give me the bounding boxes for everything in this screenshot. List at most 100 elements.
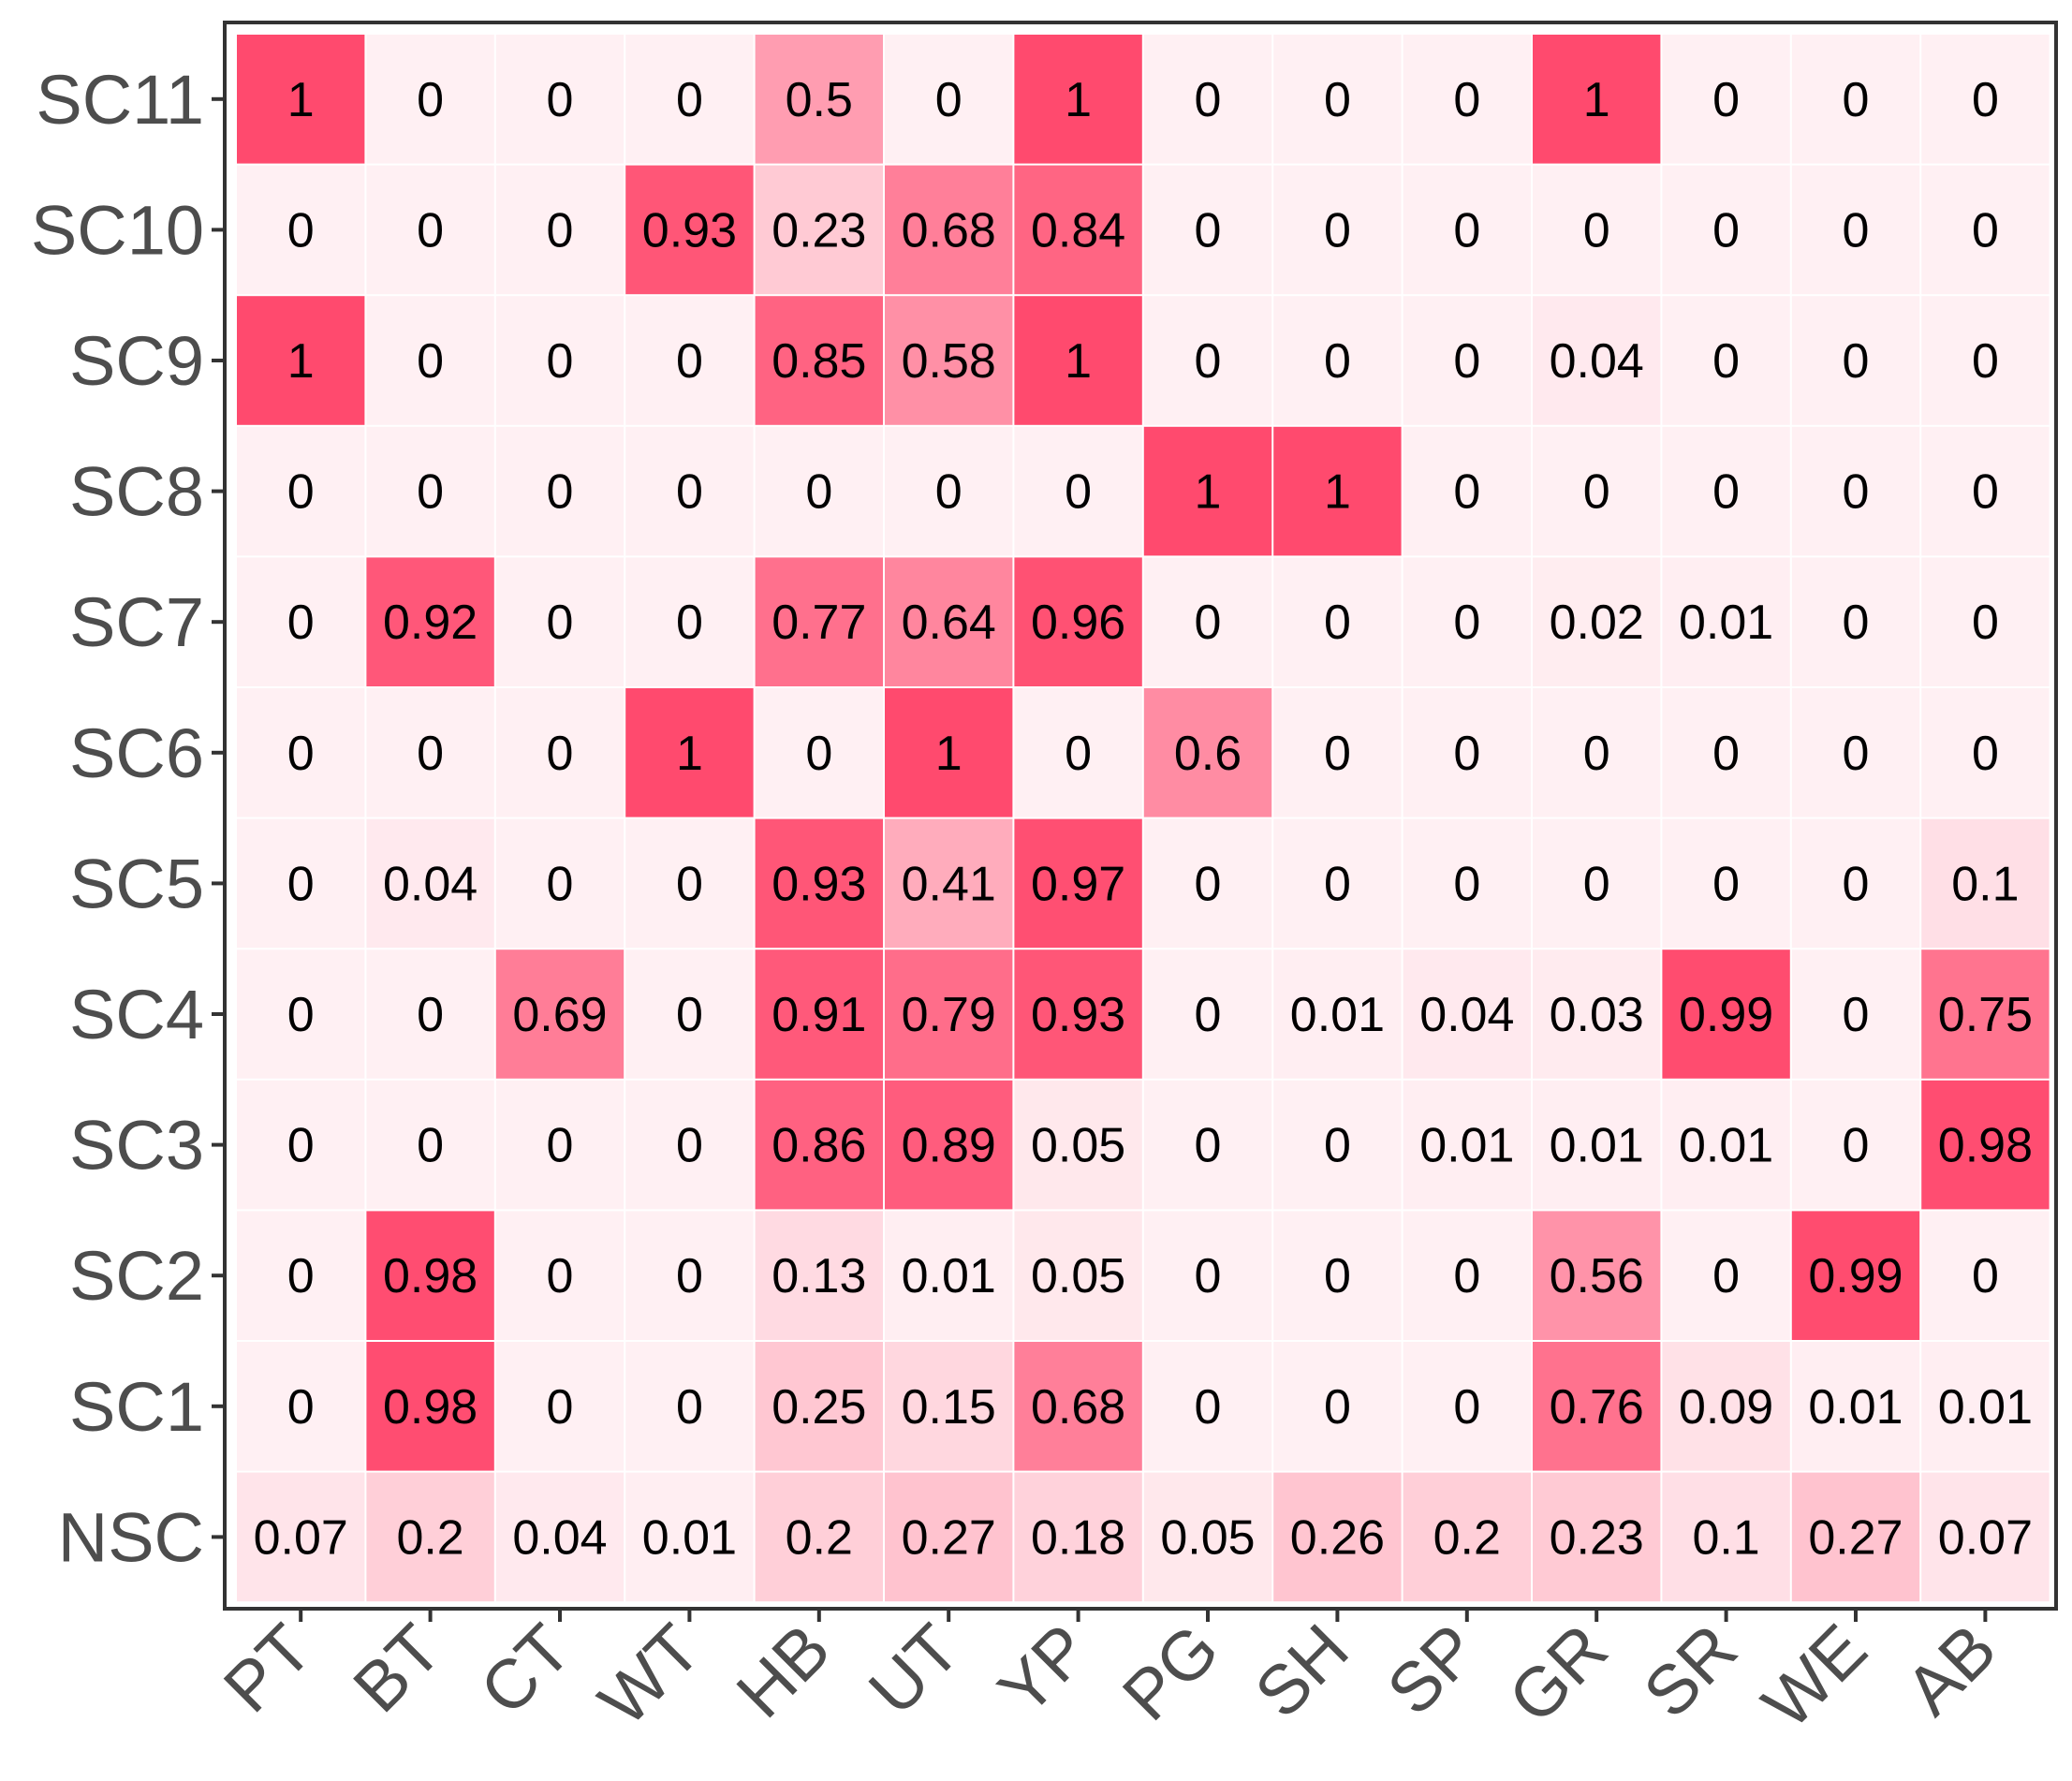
heatmap-cell (237, 688, 365, 817)
heatmap-cell (495, 1211, 625, 1340)
heatmap-cell (885, 949, 1013, 1079)
cell-value-label: 0 (1972, 203, 1999, 258)
heatmap-cell (885, 426, 1013, 556)
heatmap-cell (1791, 949, 1920, 1079)
heatmap-cell (1921, 165, 2050, 295)
heatmap-cell (1014, 165, 1142, 295)
cell-value-label: 0 (676, 988, 703, 1042)
cell-value-label: 0 (547, 1380, 574, 1435)
cell-value-label: 0 (1324, 1119, 1351, 1173)
heatmap-cell (755, 1080, 883, 1210)
heatmap-cell (1533, 1342, 1661, 1471)
heatmap-cell (1403, 1080, 1531, 1210)
heatmap-cell (1662, 818, 1790, 949)
heatmap-cell (1921, 949, 2050, 1079)
cell-value-label: 0 (676, 334, 703, 389)
cell-value-label: 0 (1195, 1249, 1222, 1303)
cell-value-label: 0 (1843, 1119, 1870, 1173)
heatmap-cell (1143, 1342, 1272, 1471)
heatmap-cell (1791, 1472, 1920, 1602)
cell-value-label: 0.68 (902, 203, 996, 258)
heatmap-cell (1921, 688, 2050, 817)
cell-value-label: 0 (1712, 73, 1740, 127)
cell-value-label: 0 (1324, 1249, 1351, 1303)
cell-value-label: 0.01 (642, 1510, 737, 1565)
heatmap-cell (1403, 165, 1531, 295)
cell-value-label: 0 (1583, 857, 1610, 911)
heatmap-cell (237, 818, 365, 949)
cell-value-label: 0 (417, 1119, 444, 1173)
heatmap-cell (1014, 35, 1142, 164)
heatmap-cell (495, 818, 625, 949)
heatmap-cell (1533, 949, 1661, 1079)
heatmap-cell (1014, 557, 1142, 686)
cell-value-label: 0 (676, 1119, 703, 1173)
cell-value-label: 0 (1453, 334, 1480, 389)
heatmap-cell (1143, 1211, 1272, 1340)
y-tick-label: SC1 (69, 1368, 204, 1446)
heatmap-cell (366, 165, 494, 295)
heatmap-cell (495, 1080, 625, 1210)
heatmap-cell (1533, 818, 1661, 949)
cell-value-label: 0 (1712, 465, 1740, 520)
cell-value-label: 0.04 (512, 1510, 607, 1565)
cell-value-label: 0 (547, 857, 574, 911)
heatmap-cell (1662, 1472, 1790, 1602)
cell-value-label: 0 (1712, 857, 1740, 911)
cell-value-label: 0 (1972, 334, 1999, 389)
cell-value-label: 0.84 (1031, 203, 1125, 258)
heatmap-cell (1791, 557, 1920, 686)
y-tick-label: SC8 (69, 453, 204, 531)
heatmap-cell (885, 818, 1013, 949)
cell-value-label: 0 (287, 1249, 315, 1303)
cell-value-label: 0 (805, 727, 832, 781)
heatmap-cell (237, 1342, 365, 1471)
heatmap-cell (1791, 426, 1920, 556)
cell-value-label: 0.76 (1550, 1380, 1644, 1435)
heatmap-cell (237, 165, 365, 295)
cell-value-label: 0.97 (1031, 857, 1125, 911)
heatmap-cell (885, 688, 1013, 817)
heatmap-cell (1273, 1342, 1402, 1471)
heatmap-cell (1014, 1342, 1142, 1471)
cell-value-label: 0 (1195, 857, 1222, 911)
cell-value-label: 0 (287, 1380, 315, 1435)
cell-value-label: 0.86 (771, 1119, 866, 1173)
cell-value-label: 0 (1195, 596, 1222, 650)
cell-value-label: 0.18 (1031, 1510, 1125, 1565)
heatmap-cell (495, 1342, 625, 1471)
cell-value-label: 0 (417, 73, 444, 127)
heatmap-cell (1273, 426, 1402, 556)
cell-value-label: 0.64 (902, 596, 996, 650)
heatmap-cell (366, 1472, 494, 1602)
cell-value-label: 0 (547, 203, 574, 258)
cell-value-label: 0 (1453, 465, 1480, 520)
heatmap-cell (237, 1472, 365, 1602)
cell-value-label: 0 (1324, 857, 1351, 911)
heatmap-cell (625, 426, 754, 556)
cell-value-label: 0 (287, 465, 315, 520)
cell-value-label: 0 (1712, 727, 1740, 781)
cell-value-label: 0 (1324, 73, 1351, 127)
heatmap-cell (1403, 1472, 1531, 1602)
heatmap-cell (1403, 1342, 1531, 1471)
heatmap-cell (1403, 949, 1531, 1079)
heatmap-cell (1533, 296, 1661, 425)
cell-value-label: 0.99 (1808, 1249, 1903, 1303)
cell-value-label: 0.99 (1679, 988, 1773, 1042)
heatmap-cell (1143, 688, 1272, 817)
cell-value-label: 0 (1324, 727, 1351, 781)
heatmap-cell (366, 949, 494, 1079)
heatmap-cell (755, 1211, 883, 1340)
cell-value-label: 0 (1453, 1380, 1480, 1435)
heatmap-cell (1791, 818, 1920, 949)
cell-value-label: 0 (676, 1249, 703, 1303)
heatmap-cell (625, 296, 754, 425)
cell-value-label: 0.01 (902, 1249, 996, 1303)
heatmap-cell (1014, 1472, 1142, 1602)
heatmap-cell (1014, 296, 1142, 425)
heatmap-cell (755, 165, 883, 295)
cell-value-label: 0.93 (642, 203, 737, 258)
cell-value-label: 0 (676, 596, 703, 650)
cell-value-label: 0 (1324, 203, 1351, 258)
